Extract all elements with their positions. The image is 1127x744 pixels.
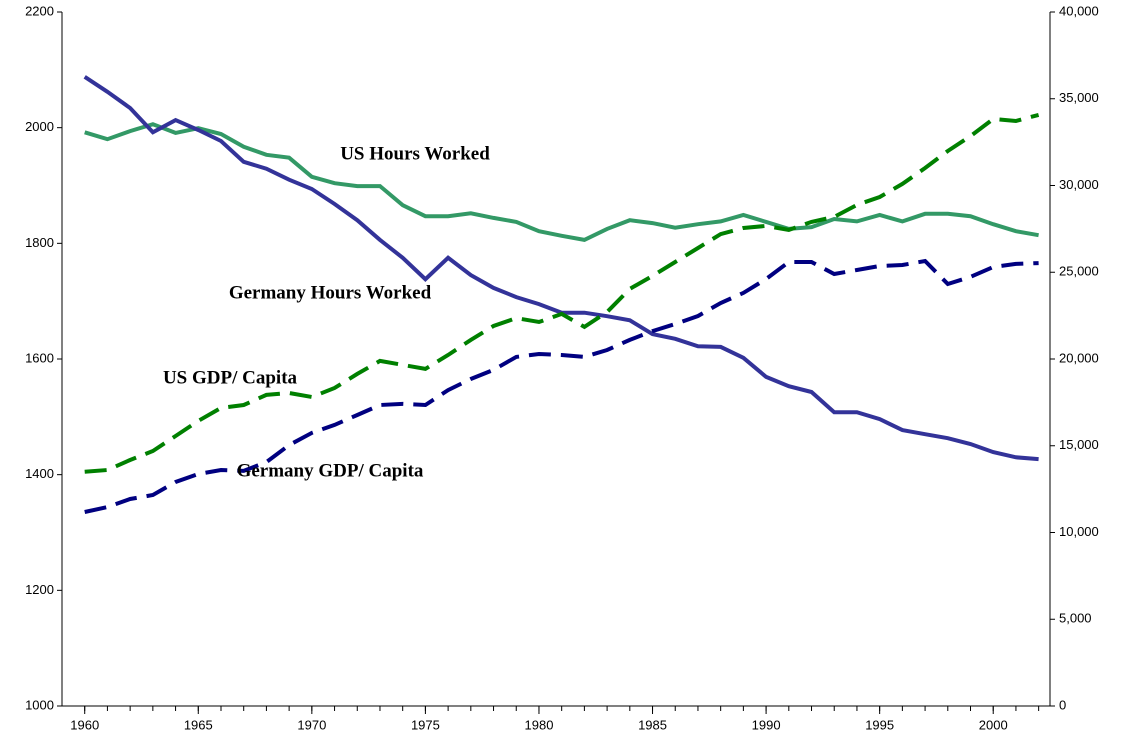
y-tick-label: 1800 [25,235,54,250]
y2-tick-label: 25,000 [1059,264,1099,279]
y-tick-label: 1600 [25,350,54,365]
y2-tick-label: 10,000 [1059,524,1099,539]
y-tick-label: 1000 [25,697,54,712]
x-tick-label: 1975 [411,717,440,732]
x-tick-label: 1970 [297,717,326,732]
y2-tick-label: 20,000 [1059,350,1099,365]
annotation: Germany GDP/ Capita [237,460,424,481]
y-tick-label: 1200 [25,582,54,597]
series-line [84,122,1039,242]
series-line [83,75,1039,462]
y2-tick-label: 40,000 [1059,3,1099,18]
annotation: US GDP/ Capita [163,367,298,388]
y2-tick-label: 15,000 [1059,437,1099,452]
y2-tick-label: 30,000 [1059,177,1099,192]
y2-tick-label: 0 [1059,697,1066,712]
x-tick-label: 1960 [70,717,99,732]
x-tick-label: 1985 [638,717,667,732]
x-tick-label: 1980 [525,717,554,732]
x-tick-label: 1990 [752,717,781,732]
annotation: Germany Hours Worked [229,282,432,303]
y2-tick-label: 5,000 [1059,611,1092,626]
annotation: US Hours Worked [340,143,490,164]
x-tick-label: 1995 [865,717,894,732]
y-tick-label: 1400 [25,466,54,481]
y2-tick-label: 35,000 [1059,90,1099,105]
series-line [84,112,1040,474]
y-tick-label: 2000 [25,119,54,134]
y-tick-label: 2200 [25,3,54,18]
x-tick-label: 1965 [184,717,213,732]
x-tick-label: 2000 [979,717,1008,732]
series-line [84,258,1039,514]
